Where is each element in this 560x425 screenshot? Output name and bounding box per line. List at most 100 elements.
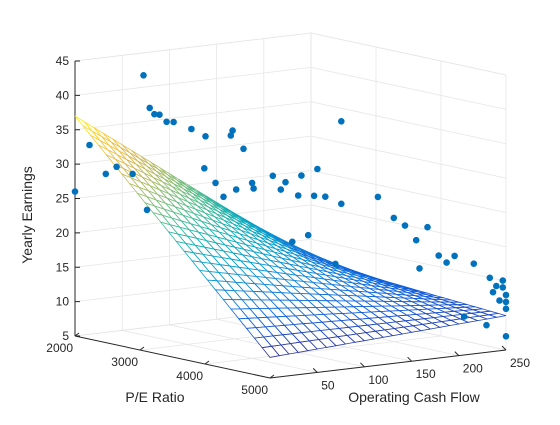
- z-axis-label: Yearly Earnings: [19, 166, 35, 264]
- grid-line: [204, 335, 442, 365]
- z-tick-label: 30: [56, 157, 70, 171]
- box-edge: [74, 32, 312, 62]
- y-tick-label: 5000: [241, 383, 268, 397]
- data-point: [289, 238, 296, 246]
- data-point: [424, 223, 431, 231]
- x-axis-line: [269, 349, 507, 379]
- data-point: [143, 206, 151, 214]
- data-point: [435, 252, 443, 259]
- data-point: [332, 260, 339, 268]
- data-point: [201, 165, 208, 172]
- data-point: [314, 165, 321, 173]
- z-tick-label: 25: [56, 192, 70, 206]
- data-point: [499, 284, 507, 291]
- data-point: [502, 291, 510, 299]
- z-tick-label: 20: [56, 226, 70, 240]
- x-tick-label: 100: [368, 373, 388, 387]
- y-tick-label: 4000: [176, 369, 203, 383]
- z-tick-label: 45: [56, 54, 70, 68]
- z-tick-label: 10: [56, 295, 70, 309]
- grid-line: [310, 66, 507, 110]
- y-tick-label: 3000: [111, 355, 138, 369]
- data-point: [170, 118, 177, 126]
- data-point: [483, 321, 490, 329]
- data-points: [71, 72, 510, 340]
- z-tick-label: 5: [62, 329, 69, 343]
- box-edge: [310, 32, 507, 76]
- data-point: [86, 141, 93, 149]
- fitted-surface: [74, 115, 507, 358]
- x-tick-mark: [360, 362, 365, 368]
- data-point: [451, 252, 458, 260]
- x-tick-mark: [312, 368, 318, 373]
- y-axis-label: P/E Ratio: [125, 389, 184, 405]
- grid-line: [310, 135, 507, 179]
- data-point: [250, 185, 257, 192]
- data-point: [129, 170, 136, 178]
- data-point: [470, 260, 478, 268]
- grid-line: [310, 101, 507, 145]
- data-point: [486, 274, 494, 282]
- grid-line: [310, 238, 507, 282]
- grid-line: [310, 170, 507, 213]
- x-tick-mark: [501, 345, 507, 351]
- y-tick-mark: [204, 360, 210, 365]
- data-point: [140, 72, 147, 79]
- data-point: [146, 104, 153, 112]
- data-point: [282, 178, 289, 186]
- data-point: [443, 259, 450, 266]
- data-point: [212, 179, 219, 187]
- z-tick-label: 35: [56, 123, 70, 137]
- data-point: [294, 192, 302, 199]
- surface-cell: [488, 312, 507, 318]
- data-point: [496, 297, 503, 304]
- data-point: [416, 265, 423, 272]
- x-axis-label: Operating Cash Flow: [348, 389, 480, 405]
- data-point: [460, 313, 468, 320]
- data-point: [240, 145, 247, 153]
- data-point: [298, 172, 305, 179]
- x-tick-mark: [454, 351, 460, 356]
- data-point: [322, 193, 329, 200]
- data-point: [71, 188, 79, 195]
- data-point: [502, 333, 510, 340]
- data-point: [248, 179, 256, 187]
- data-point: [390, 214, 398, 222]
- y-tick-mark: [269, 374, 275, 379]
- z-tick-label: 15: [56, 260, 70, 274]
- grid-lines: [74, 32, 507, 379]
- data-point: [493, 282, 500, 290]
- data-point: [401, 222, 409, 229]
- data-point: [489, 288, 497, 296]
- data-point: [202, 133, 209, 140]
- data-point: [499, 277, 507, 284]
- y-axis-line: [74, 335, 271, 379]
- data-point: [220, 193, 227, 201]
- x-tick-mark: [407, 356, 412, 362]
- tick-labels: 5 10 15 20 25 30 35 40 45 2000 3000 4000 5000 50 100 15…: [46, 54, 530, 397]
- data-point: [113, 163, 120, 171]
- grid-line: [122, 330, 318, 373]
- grid-line: [74, 66, 312, 96]
- data-point: [163, 118, 170, 126]
- y-tick-mark: [139, 346, 145, 351]
- x-tick-label: 150: [416, 367, 436, 381]
- data-point: [232, 186, 240, 193]
- data-point: [304, 231, 312, 239]
- data-point: [412, 236, 420, 244]
- data-point: [502, 298, 510, 306]
- data-point: [227, 132, 235, 139]
- data-point: [188, 125, 195, 133]
- axis-lines: [74, 60, 507, 379]
- z-tick-label: 40: [56, 88, 70, 102]
- y-tick-label: 2000: [46, 341, 73, 355]
- data-point: [151, 110, 158, 118]
- data-point: [338, 200, 345, 208]
- data-point: [277, 186, 285, 193]
- data-point: [156, 111, 163, 118]
- grid-line: [310, 204, 507, 248]
- data-point: [374, 193, 382, 201]
- data-point: [102, 170, 110, 178]
